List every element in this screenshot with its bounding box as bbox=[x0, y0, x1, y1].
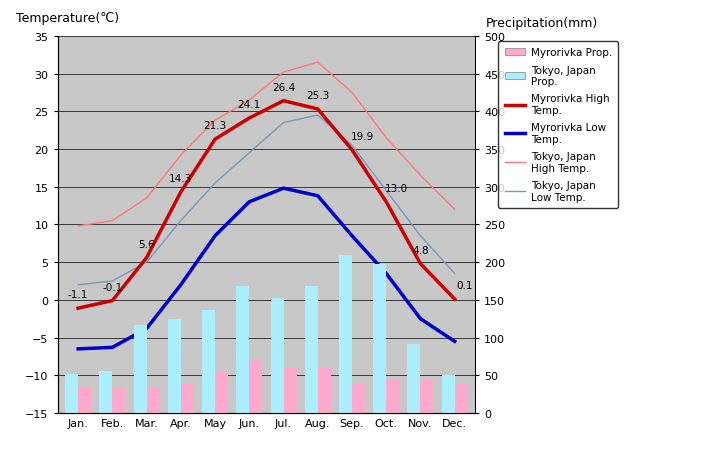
Bar bbox=[65, 374, 78, 413]
Text: 4.8: 4.8 bbox=[412, 245, 428, 255]
Bar bbox=[386, 379, 399, 413]
Bar bbox=[305, 286, 318, 413]
Text: 0.1: 0.1 bbox=[456, 280, 473, 291]
Legend: Myrorivka Prop., Tokyo, Japan
Prop., Myrorivka High
Temp., Myrorivka Low
Temp., : Myrorivka Prop., Tokyo, Japan Prop., Myr… bbox=[498, 42, 618, 208]
Bar bbox=[454, 383, 468, 413]
Bar bbox=[352, 383, 365, 413]
Bar bbox=[249, 360, 262, 413]
Bar bbox=[134, 325, 147, 413]
Bar bbox=[168, 319, 181, 413]
Bar bbox=[78, 387, 91, 413]
Text: 14.3: 14.3 bbox=[169, 174, 192, 184]
Bar bbox=[181, 383, 194, 413]
Bar bbox=[420, 379, 433, 413]
Bar bbox=[112, 387, 125, 413]
Text: 5.6: 5.6 bbox=[138, 239, 155, 249]
Bar bbox=[99, 371, 112, 413]
Bar bbox=[202, 310, 215, 413]
Bar bbox=[284, 368, 297, 413]
Text: 13.0: 13.0 bbox=[385, 183, 408, 193]
Bar bbox=[215, 372, 228, 413]
Bar bbox=[339, 256, 352, 413]
Bar bbox=[373, 265, 386, 413]
Text: -1.1: -1.1 bbox=[68, 290, 89, 299]
Text: 19.9: 19.9 bbox=[351, 131, 374, 141]
Bar bbox=[318, 368, 330, 413]
Text: 21.3: 21.3 bbox=[204, 121, 227, 131]
Bar bbox=[236, 286, 249, 413]
Text: 24.1: 24.1 bbox=[238, 100, 261, 110]
Bar bbox=[408, 344, 420, 413]
Text: 26.4: 26.4 bbox=[272, 83, 295, 92]
Text: 25.3: 25.3 bbox=[306, 91, 329, 101]
Text: -0.1: -0.1 bbox=[102, 282, 122, 292]
Bar bbox=[147, 387, 160, 413]
Bar bbox=[441, 375, 454, 413]
Bar bbox=[271, 298, 284, 413]
Text: Precipitation(mm): Precipitation(mm) bbox=[486, 17, 598, 30]
Text: Temperature(℃): Temperature(℃) bbox=[16, 12, 119, 25]
